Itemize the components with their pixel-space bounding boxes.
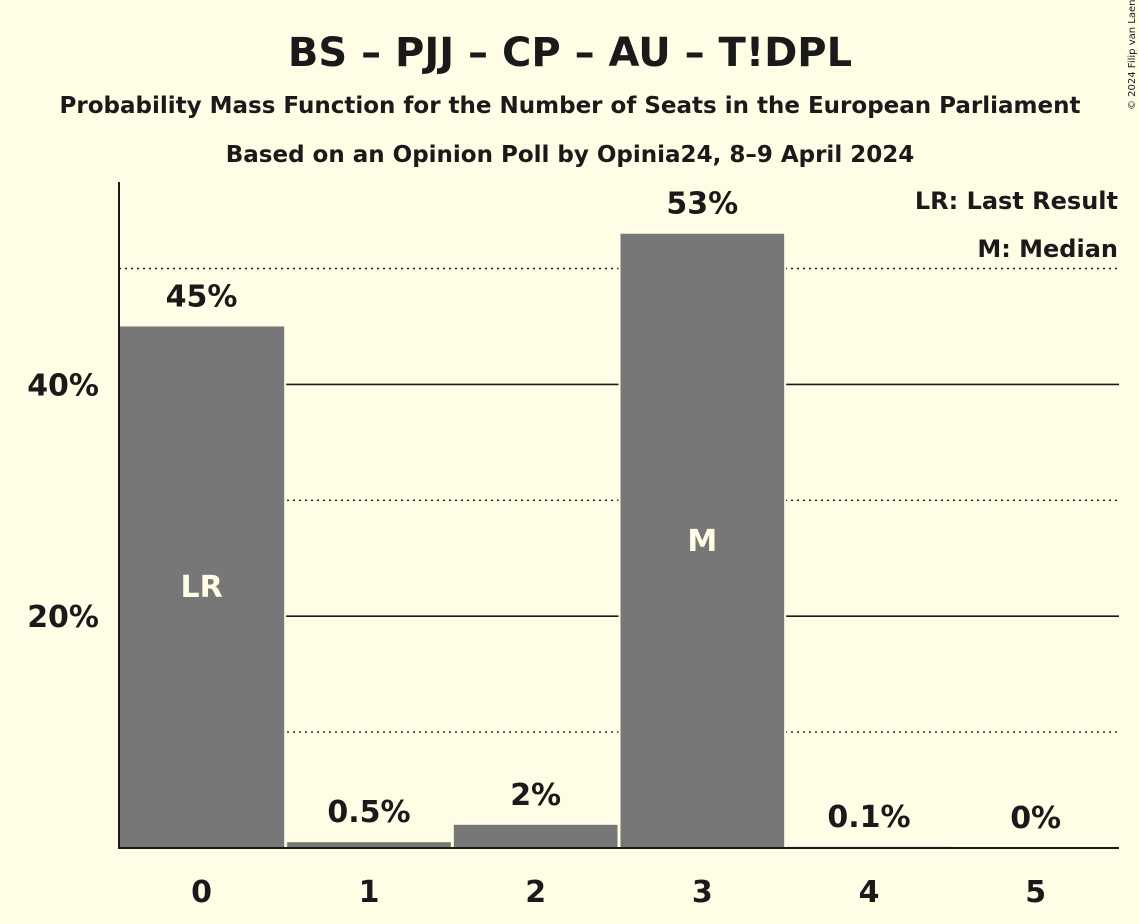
bar-marker-label: M [687, 524, 717, 559]
bar [119, 326, 285, 848]
bar-marker-label: LR [180, 570, 222, 605]
x-tick-label: 4 [859, 875, 880, 910]
x-tick-label: 5 [1025, 875, 1046, 910]
legend-last-result: LR: Last Result [915, 187, 1118, 215]
chart-subtitle: Probability Mass Function for the Number… [60, 93, 1081, 119]
bar [287, 842, 451, 848]
data-label: 0% [1010, 801, 1061, 836]
data-label: 0.1% [827, 800, 910, 835]
y-tick-label: 40% [27, 368, 99, 403]
data-label: 53% [666, 187, 738, 222]
data-label: 45% [166, 279, 238, 314]
x-tick-label: 1 [359, 875, 380, 910]
bar [620, 233, 785, 849]
chart-title: BS – PJJ – CP – AU – T!DPL [288, 30, 852, 76]
legend-median: M: Median [977, 235, 1118, 263]
y-tick-label: 20% [27, 600, 99, 635]
copyright-note: © 2024 Filip van Laenen [1127, 0, 1138, 110]
x-tick-label: 3 [692, 875, 713, 910]
x-tick-label: 0 [191, 875, 212, 910]
data-label: 0.5% [327, 795, 410, 830]
x-tick-label: 2 [525, 875, 546, 910]
bar [453, 824, 618, 848]
bar-layer [117, 231, 953, 849]
data-label: 2% [510, 778, 561, 813]
chart-source-note: Based on an Opinion Poll by Opinia24, 8–… [226, 142, 914, 168]
bar-halo [785, 844, 953, 848]
